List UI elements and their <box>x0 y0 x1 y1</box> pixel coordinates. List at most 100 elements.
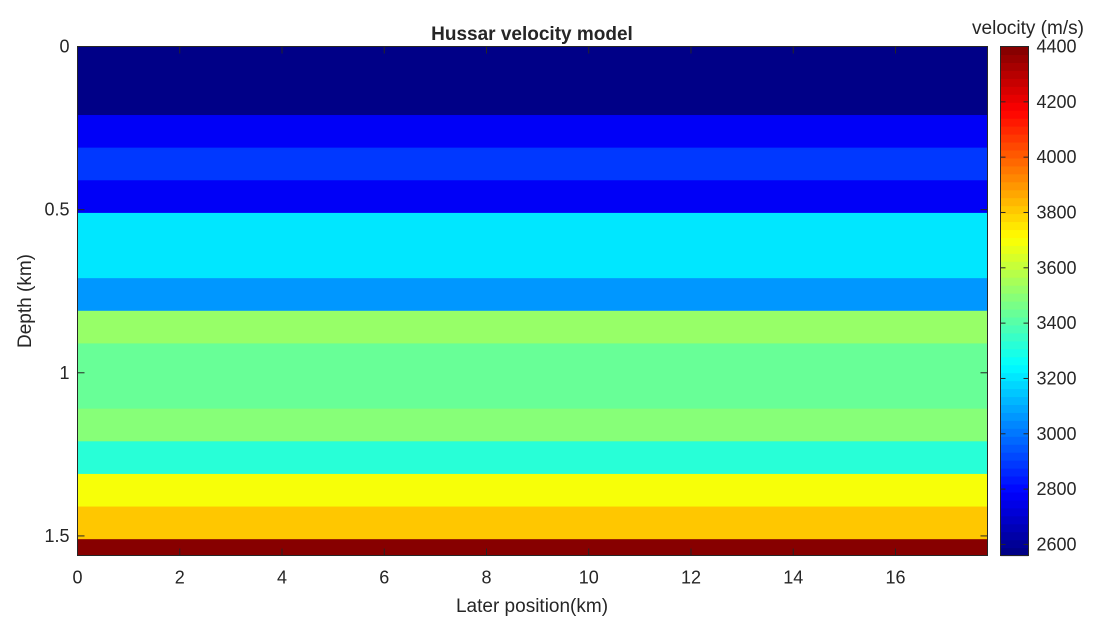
colorbar-band <box>1000 420 1029 429</box>
colorbar-band <box>1000 189 1029 199</box>
plot-frame <box>77 46 988 556</box>
colorbar-band <box>1000 372 1029 382</box>
colorbar-band <box>1000 94 1029 103</box>
velocity-layer-9 <box>77 441 988 475</box>
y-tick-label: 0.5 <box>44 200 69 220</box>
colorbar-band <box>1000 285 1029 294</box>
colorbar-band <box>1000 133 1029 143</box>
velocity-layer-2 <box>77 147 988 181</box>
x-tick-label: 4 <box>277 568 287 588</box>
colorbar-tick-label: 3400 <box>1037 313 1077 333</box>
colorbar-band <box>1000 547 1029 557</box>
velocity-layer-3 <box>77 180 988 214</box>
colorbar <box>1000 46 1029 557</box>
colorbar-band <box>1000 531 1029 541</box>
x-tick-label: 16 <box>885 568 905 588</box>
colorbar-band <box>1000 110 1029 119</box>
velocity-layers <box>77 46 988 556</box>
colorbar-band <box>1000 78 1029 87</box>
colorbar-band <box>1000 507 1029 517</box>
colorbar-band <box>1000 269 1029 278</box>
colorbar-tick-label: 2800 <box>1037 479 1077 499</box>
colorbar-band <box>1000 157 1029 167</box>
colorbar-band <box>1000 118 1029 127</box>
colorbar-band <box>1000 460 1029 469</box>
velocity-layer-5 <box>77 278 988 312</box>
velocity-layer-11 <box>77 506 988 540</box>
y-axis-label: Depth (km) <box>15 254 36 348</box>
colorbar-band <box>1000 62 1029 71</box>
x-axis-ticks: 0 2 4 6 8 10 12 14 16 <box>72 46 905 588</box>
colorbar-band <box>1000 237 1029 246</box>
colorbar-band <box>1000 483 1029 493</box>
y-axis-ticks: 0 0.5 1 1.5 <box>44 37 988 546</box>
colorbar-band <box>1000 436 1029 445</box>
colorbar-band <box>1000 380 1029 390</box>
colorbar-band <box>1000 181 1029 191</box>
colorbar-band <box>1000 539 1029 549</box>
velocity-layer-8 <box>77 408 988 442</box>
colorbar-band <box>1000 301 1029 310</box>
colorbar-band <box>1000 293 1029 302</box>
colorbar-band <box>1000 102 1029 111</box>
colorbar-band <box>1000 173 1029 183</box>
velocity-layer-7 <box>77 343 988 410</box>
x-tick-label: 14 <box>783 568 803 588</box>
colorbar-band <box>1000 444 1029 453</box>
colorbar-band <box>1000 165 1029 175</box>
colorbar-band <box>1000 523 1029 533</box>
colorbar-band <box>1000 86 1029 95</box>
colorbar-tick-label: 4000 <box>1037 147 1077 167</box>
velocity-layer-4 <box>77 212 988 279</box>
colorbar-band <box>1000 412 1029 421</box>
x-tick-label: 6 <box>379 568 389 588</box>
colorbar-band <box>1000 452 1029 461</box>
colorbar-tick-label: 3600 <box>1037 258 1077 278</box>
colorbar-band <box>1000 197 1029 207</box>
colorbar-band <box>1000 261 1029 270</box>
colorbar-band <box>1000 348 1029 358</box>
colorbar-tick-label: 2600 <box>1037 534 1077 554</box>
colorbar-tick-label: 3200 <box>1037 368 1077 388</box>
colorbar-band <box>1000 428 1029 437</box>
velocity-layer-12 <box>77 539 988 556</box>
colorbar-band <box>1000 475 1029 485</box>
colorbar-band <box>1000 245 1029 254</box>
colorbar-band <box>1000 388 1029 398</box>
colorbar-band <box>1000 54 1029 64</box>
colorbar-band <box>1000 515 1029 525</box>
colorbar-tick-label: 3800 <box>1037 202 1077 222</box>
colorbar-tick-label: 3000 <box>1037 424 1077 444</box>
y-tick-label: 1 <box>59 363 69 383</box>
colorbar-band <box>1000 364 1029 374</box>
colorbar-frame <box>1000 46 1029 556</box>
velocity-layer-10 <box>77 473 988 508</box>
colorbar-band <box>1000 205 1029 215</box>
colorbar-band <box>1000 46 1029 56</box>
x-axis-label: Later position(km) <box>456 596 608 617</box>
colorbar-band <box>1000 316 1029 326</box>
colorbar-band <box>1000 253 1029 262</box>
colorbar-band <box>1000 340 1029 350</box>
colorbar-band <box>1000 396 1029 405</box>
y-tick-label: 0 <box>59 37 69 57</box>
colorbar-band <box>1000 221 1029 231</box>
colorbar-tick-label: 4200 <box>1037 92 1077 112</box>
colorbar-band <box>1000 356 1029 366</box>
colorbar-band <box>1000 213 1029 223</box>
colorbar-band <box>1000 70 1029 79</box>
colorbar-ticks: 2600 2800 3000 3200 3400 3600 3800 4000 4200 4400 <box>1000 37 1077 554</box>
x-tick-label: 8 <box>481 568 491 588</box>
colorbar-band <box>1000 491 1029 501</box>
colorbar-band <box>1000 149 1029 159</box>
y-tick-label: 1.5 <box>44 526 69 546</box>
x-tick-label: 0 <box>72 568 82 588</box>
colorbar-band <box>1000 468 1029 477</box>
colorbar-label: velocity (m/s) <box>972 18 1084 39</box>
chart-title: Hussar velocity model <box>431 24 633 45</box>
x-tick-label: 10 <box>579 568 599 588</box>
velocity-layer-1 <box>77 115 988 149</box>
colorbar-band <box>1000 126 1029 135</box>
velocity-layer-0 <box>77 46 988 116</box>
